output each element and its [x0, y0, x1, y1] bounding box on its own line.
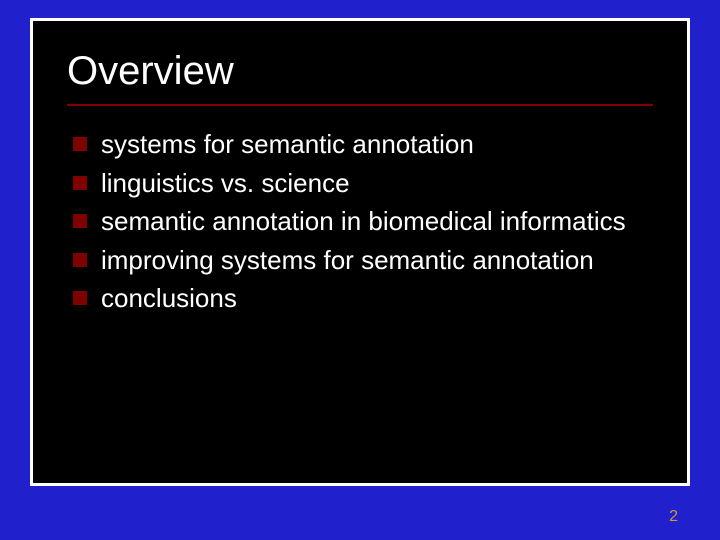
square-bullet-icon	[73, 176, 87, 190]
bullet-text: improving systems for semantic annotatio…	[101, 244, 653, 277]
list-item: improving systems for semantic annotatio…	[73, 244, 653, 277]
slide-title: Overview	[67, 49, 653, 94]
square-bullet-icon	[73, 214, 87, 228]
bullet-text: semantic annotation in biomedical inform…	[101, 205, 653, 238]
square-bullet-icon	[73, 253, 87, 267]
title-underline	[67, 104, 653, 106]
list-item: linguistics vs. science	[73, 167, 653, 200]
bullet-list: systems for semantic annotation linguist…	[67, 128, 653, 315]
list-item: semantic annotation in biomedical inform…	[73, 205, 653, 238]
square-bullet-icon	[73, 137, 87, 151]
bullet-text: systems for semantic annotation	[101, 128, 653, 161]
list-item: conclusions	[73, 282, 653, 315]
page-number: 2	[669, 508, 678, 526]
slide-frame: Overview systems for semantic annotation…	[30, 18, 690, 486]
square-bullet-icon	[73, 291, 87, 305]
bullet-text: conclusions	[101, 282, 653, 315]
list-item: systems for semantic annotation	[73, 128, 653, 161]
bullet-text: linguistics vs. science	[101, 167, 653, 200]
